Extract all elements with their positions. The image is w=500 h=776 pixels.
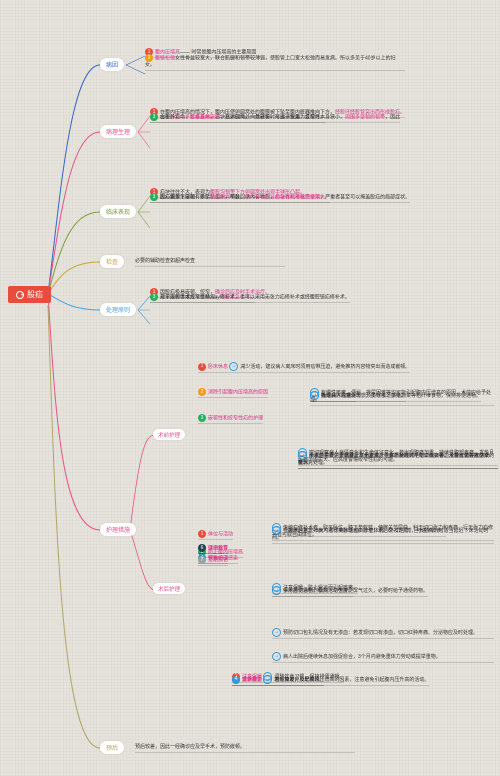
branch-clinical[interactable]: 临床表现 (100, 205, 136, 218)
branch-exam[interactable]: 检查 (100, 255, 124, 268)
root-node[interactable]: 股疝 (8, 286, 51, 303)
b3-row-3: 3股疝如发生嵌顿，除了局部疼痛明显、常伴有较明显的急性机械性肠梗阻，严重者甚至可… (150, 193, 410, 203)
s6a-row-3: 3嵌顿性和绞窄性疝的护理 (198, 414, 263, 424)
arrow-icon: → (272, 526, 281, 535)
arrow-icon: → (272, 628, 281, 637)
s6b-5-sub: →病人出院后继续休息加强促愈合，3个月内避免重体力劳动或提举重物。 (272, 652, 494, 663)
arrow-icon: → (310, 391, 319, 400)
target-icon (16, 291, 24, 299)
arrow-icon: → (272, 652, 281, 661)
s6b-4-sub: →预防切口包扎情况及有无渗血：若发现切口有渗血，切口红肿疼痛、分泌物应及时处理。 (272, 628, 494, 639)
s6a-row-2: 2消除引起腹内压增高的原因 (198, 388, 268, 398)
sub-postop[interactable]: 术后护理 (153, 583, 185, 594)
list-item: →一般术后第3～5天可考虑离床活动。年老体弱、复发性疝、巨大疝病人可适当延迟下床… (272, 526, 494, 544)
b2-row-3: 3在腹外疝中，股疝最易嵌顿，高达60%。一旦嵌顿，可迅速发展为绞窄性。 (150, 113, 325, 123)
b7-text: 预后较差，因此一经确诊应及早手术，预防嵌顿。 (135, 744, 355, 753)
list-item: →养成良好的排便习惯、多饮水、多吃蔬菜等粗纤维食物，保持排便通畅。 (310, 391, 481, 402)
arrow-icon: → (229, 362, 238, 371)
branch-nursing[interactable]: 护理措施 (100, 523, 136, 536)
s6b-row-1: 1体位与活动 (198, 530, 233, 540)
root-label: 股疝 (27, 289, 43, 300)
b1-row-2: 2腹壁松弛女性骨盆较宽大，联合肌腱和韧带较薄弱，使股管上口宽大松弛而易发病。所以… (145, 54, 405, 71)
s6b-row-6: 6健康教育 (198, 544, 228, 554)
arrow-icon: → (272, 586, 281, 595)
s6a-row-1: 1卧床休息 →减少活动，建议病人离床时须用疝带压迫，避免推挤内容物突出而造成嵌顿… (198, 362, 410, 373)
b5-row-3: 3最常用的手术方法是McVay修补术，也可以采用无张力疝修补术或经腹腔镜疝修补术… (150, 293, 350, 303)
sub-preop[interactable]: 术前护理 (153, 429, 185, 440)
list-item: →手术后主要生命体征、有无腹膜炎征象、肠坏死、切口感染等。注意有无腹腔感染的表现… (298, 451, 498, 469)
s6b-row-7: 7定期随访 (198, 556, 228, 566)
branch-prognosis[interactable]: 预后 (100, 741, 124, 754)
list-item: →手术后切忌剧烈剧烈活动强度。 (272, 586, 353, 597)
branch-principle[interactable]: 处理原则 (100, 303, 136, 316)
arrow-icon: → (263, 675, 272, 684)
b4-text: 必要的辅助检查如超声检查 (135, 258, 285, 267)
list-item: 4定期随访 →若疝复发，及早就诊。 (232, 675, 324, 686)
arrow-icon: → (298, 451, 307, 460)
branch-pathology[interactable]: 病理生理 (100, 125, 136, 138)
branch-etiology[interactable]: 病因 (100, 58, 124, 71)
